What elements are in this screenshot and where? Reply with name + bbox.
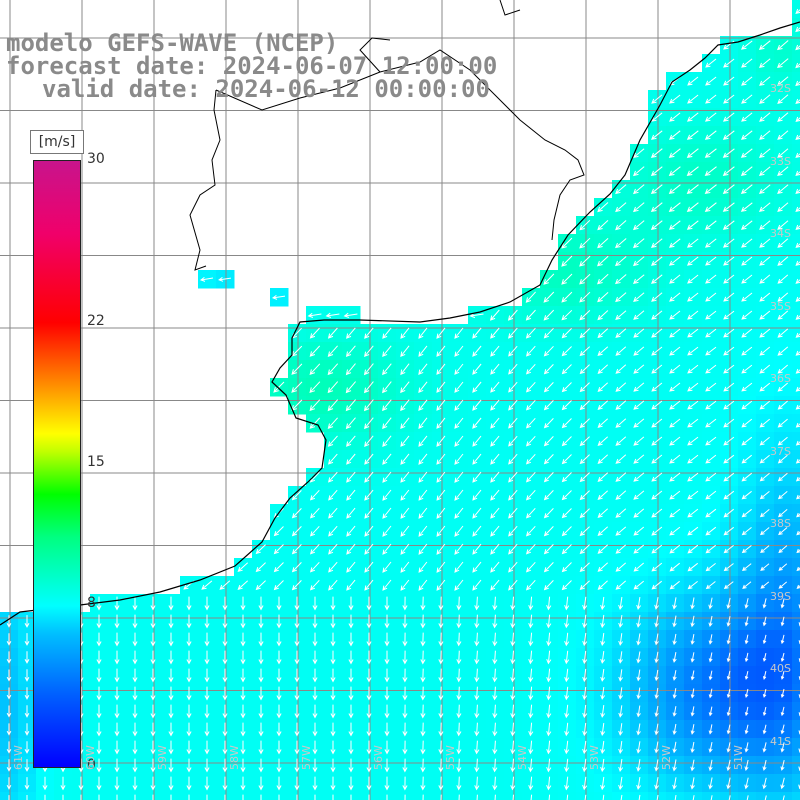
latitude-label: 37S (770, 444, 791, 458)
colorbar-tick-label: 22 (87, 312, 105, 329)
longitude-label: 58W (228, 745, 241, 770)
latitude-label: 34S (770, 227, 791, 240)
longitude-label: 55W (444, 745, 457, 770)
latitude-label: 40S (770, 662, 791, 675)
coastline (0, 0, 800, 626)
colorbar-tick-label: 8 (87, 595, 96, 612)
longitude-label: 61W (12, 745, 25, 770)
longitude-label: 54W (516, 745, 529, 770)
colorbar-unit: [m/s] (30, 130, 84, 154)
longitude-label: 53W (588, 745, 601, 770)
colorbar-tick-label: 0 (87, 757, 96, 774)
wind-arrows (6, 8, 800, 800)
longitude-label: 59W (156, 745, 169, 770)
latitude-label: 36S (770, 372, 791, 385)
latitude-label: 41S (770, 734, 791, 748)
title-model: modelo GEFS-WAVE (NCEP) (6, 29, 339, 57)
latitude-label: 33S (770, 154, 791, 168)
title-forecast-date: forecast date: 2024-06-07 12:00:00 (6, 52, 498, 80)
latitude-label: 39S (770, 589, 791, 603)
colorbar-tick-label: 30 (87, 151, 105, 168)
title-valid-date: valid date: 2024-06-12 00:00:00 (42, 75, 490, 103)
latitude-label: 35S (770, 299, 791, 313)
colorbar-tick-label: 15 (87, 454, 105, 471)
longitude-label: 51W (732, 745, 745, 770)
longitude-label: 60W (84, 745, 97, 770)
latitude-label: 32S (770, 82, 791, 95)
longitude-label: 52W (660, 745, 673, 770)
longitude-label: 57W (300, 745, 313, 770)
longitude-label: 56W (372, 745, 385, 770)
colorbar (33, 160, 81, 768)
latitude-label: 38S (770, 517, 791, 530)
